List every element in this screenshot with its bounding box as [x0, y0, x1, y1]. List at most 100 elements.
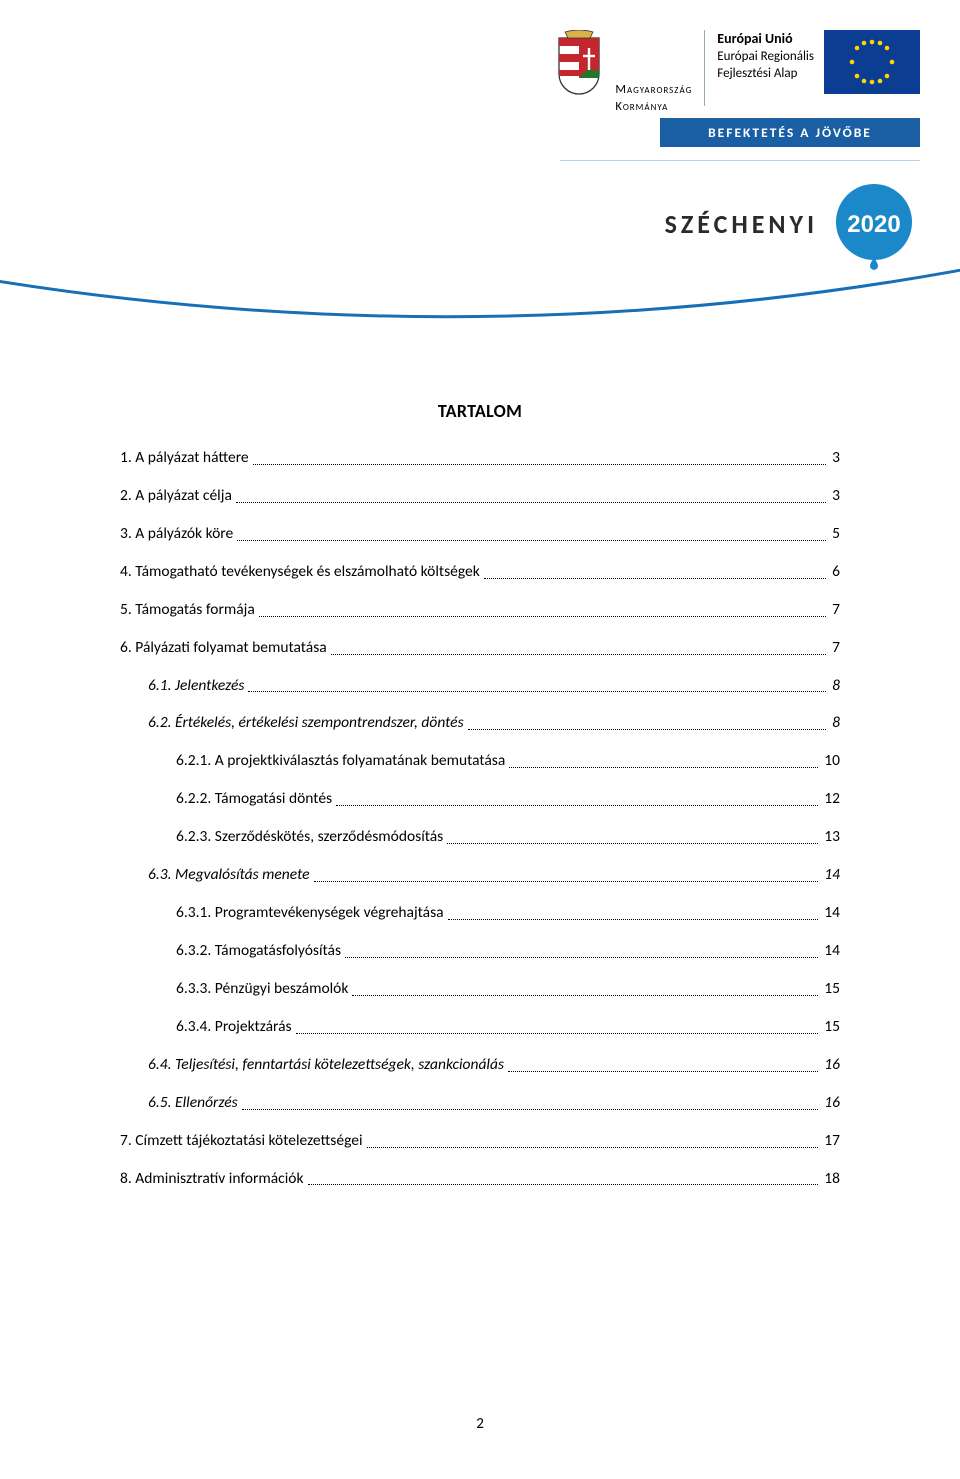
toc-entry-label: 6.1. Jelentkezés [148, 676, 244, 697]
toc-entry-label: 6.3. Megvalósítás menete [148, 865, 310, 886]
header-logo-row: Magyarország Kormánya Európai Unió Európ… [555, 30, 920, 114]
toc-entry-page: 17 [822, 1131, 840, 1152]
table-of-contents: TARTALOM 1. A pályázat háttere32. A pály… [120, 400, 840, 1206]
toc-entry: 6.3.3. Pénzügyi beszámolók 15 [176, 979, 840, 1000]
szechenyi-year-text: 2020 [847, 211, 900, 238]
toc-entry-page: 14 [822, 941, 840, 962]
toc-entry-label: 6.2. Értékelés, értékelési szempontrends… [148, 713, 464, 734]
toc-leaders [331, 654, 826, 655]
toc-leaders [236, 502, 826, 503]
toc-leaders [448, 919, 819, 920]
toc-entry-label: 3. A pályázók köre [120, 524, 233, 545]
toc-entry-label: 7. Címzett tájékoztatási kötelezettségei [120, 1131, 363, 1152]
toc-entry: 6.5. Ellenőrzés16 [148, 1093, 840, 1114]
toc-entry-page: 14 [822, 865, 840, 886]
toc-entry-label: 6.2.1. A projektkiválasztás folyamatának… [176, 751, 505, 772]
toc-entry: 8. Adminisztratív információk 18 [120, 1169, 840, 1190]
horizontal-separator [560, 160, 920, 161]
government-label: Magyarország Kormánya [615, 82, 692, 114]
toc-entry: 4. Támogatható tevékenységek és elszámol… [120, 562, 840, 583]
eu-title: Európai Unió [717, 30, 814, 47]
toc-entry: 6.2.1. A projektkiválasztás folyamatának… [176, 751, 840, 772]
toc-leaders [248, 691, 826, 692]
page-header: Magyarország Kormánya Európai Unió Európ… [0, 0, 960, 300]
eu-block: Európai Unió Európai Regionális Fejleszt… [717, 30, 920, 94]
toc-entry-label: 6.2.2. Támogatási döntés [176, 789, 332, 810]
toc-entry-page: 15 [822, 1017, 840, 1038]
toc-entry-page: 8 [830, 713, 840, 734]
toc-entry-page: 7 [830, 638, 840, 659]
toc-entry-page: 6 [830, 562, 840, 583]
toc-leaders [314, 881, 819, 882]
toc-leaders [259, 616, 826, 617]
eu-labels: Európai Unió Európai Regionális Fejleszt… [717, 30, 814, 94]
toc-entry-page: 7 [830, 600, 840, 621]
toc-entry: 6.3. Megvalósítás menete 14 [148, 865, 840, 886]
toc-list: 1. A pályázat háttere32. A pályázat célj… [120, 448, 840, 1189]
toc-entry: 6.4. Teljesítési, fenntartási kötelezett… [148, 1055, 840, 1076]
toc-entry: 1. A pályázat háttere 3 [120, 448, 840, 469]
toc-entry-page: 8 [830, 676, 840, 697]
toc-entry-page: 10 [822, 751, 840, 772]
toc-entry: 5. Támogatás formája7 [120, 600, 840, 621]
eu-flag-icon [824, 30, 920, 94]
toc-entry-page: 15 [822, 979, 840, 1000]
toc-entry-label: 6.2.3. Szerződéskötés, szerződésmódosítá… [176, 827, 443, 848]
toc-leaders [242, 1109, 819, 1110]
toc-entry-label: 8. Adminisztratív információk [120, 1169, 304, 1190]
szechenyi-title: SZÉCHENYI [665, 208, 818, 240]
toc-entry: 6.2.3. Szerződéskötés, szerződésmódosítá… [176, 827, 840, 848]
toc-entry: 6.3.2. Támogatásfolyósítás 14 [176, 941, 840, 962]
toc-leaders [367, 1147, 819, 1148]
investment-banner: BEFEKTETÉS A JÖVŐBE [660, 118, 920, 147]
toc-entry-label: 6. Pályázati folyamat bemutatása [120, 638, 327, 659]
toc-entry-page: 3 [830, 486, 840, 507]
toc-entry-page: 12 [822, 789, 840, 810]
toc-entry-label: 6.5. Ellenőrzés [148, 1093, 238, 1114]
szechenyi-logo: SZÉCHENYI 2020 [665, 178, 920, 270]
toc-entry-page: 18 [822, 1169, 840, 1190]
toc-leaders [508, 1071, 818, 1072]
toc-leaders [345, 957, 818, 958]
toc-entry-page: 16 [822, 1055, 840, 1076]
toc-entry-label: 4. Támogatható tevékenységek és elszámol… [120, 562, 480, 583]
toc-entry-page: 14 [822, 903, 840, 924]
eu-sub1: Európai Regionális [717, 49, 814, 64]
toc-entry: 6.3.4. Projektzárás 15 [176, 1017, 840, 1038]
toc-entry: 6.1. Jelentkezés 8 [148, 676, 840, 697]
eu-sub2: Fejlesztési Alap [717, 66, 814, 81]
page-number: 2 [0, 1415, 960, 1433]
hungary-coat-of-arms-icon [555, 30, 603, 102]
toc-entry: 7. Címzett tájékoztatási kötelezettségei… [120, 1131, 840, 1152]
toc-leaders [253, 464, 827, 465]
toc-leaders [336, 805, 818, 806]
toc-entry-page: 5 [830, 524, 840, 545]
toc-leaders [447, 843, 818, 844]
toc-leaders [509, 767, 818, 768]
gov-line1: Magyarország [615, 82, 692, 97]
toc-title: TARTALOM [120, 400, 840, 422]
toc-entry-page: 3 [830, 448, 840, 469]
toc-entry-label: 6.4. Teljesítési, fenntartási kötelezett… [148, 1055, 504, 1076]
toc-entry-label: 2. A pályázat célja [120, 486, 232, 507]
toc-entry: 6.3.1. Programtevékenységek végrehajtása… [176, 903, 840, 924]
toc-leaders [308, 1184, 819, 1185]
toc-leaders [468, 729, 827, 730]
toc-entry: 6.2.2. Támogatási döntés 12 [176, 789, 840, 810]
toc-entry-page: 13 [822, 827, 840, 848]
toc-entry-label: 1. A pályázat háttere [120, 448, 249, 469]
toc-entry: 2. A pályázat célja 3 [120, 486, 840, 507]
toc-entry-label: 6.3.4. Projektzárás [176, 1017, 292, 1038]
vertical-separator [704, 30, 705, 106]
toc-leaders [352, 995, 818, 996]
toc-entry-label: 6.3.2. Támogatásfolyósítás [176, 941, 341, 962]
toc-leaders [237, 540, 826, 541]
toc-entry-label: 6.3.1. Programtevékenységek végrehajtása [176, 903, 444, 924]
toc-entry-label: 6.3.3. Pénzügyi beszámolók [176, 979, 348, 1000]
toc-entry: 3. A pályázók köre 5 [120, 524, 840, 545]
toc-leaders [484, 578, 826, 579]
szechenyi-2020-badge-icon: 2020 [828, 178, 920, 270]
toc-leaders [296, 1033, 819, 1034]
toc-entry: 6.2. Értékelés, értékelési szempontrends… [148, 713, 840, 734]
gov-line2: Kormánya [615, 99, 692, 114]
